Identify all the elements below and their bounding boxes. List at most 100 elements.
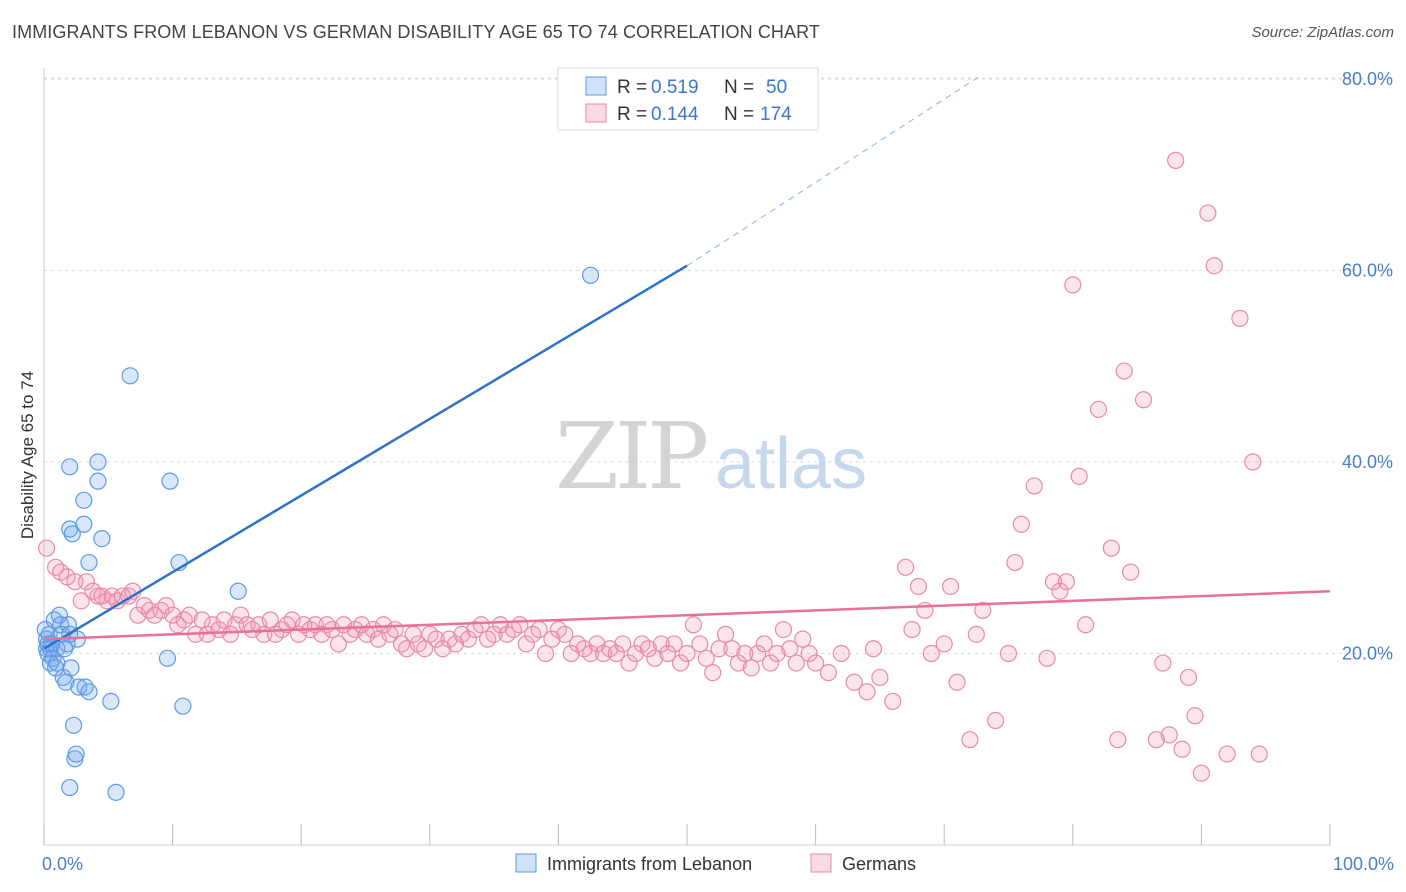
germans-point-159 (1102, 539, 1120, 557)
lebanon-point-42 (107, 783, 125, 801)
lebanon-point-44 (158, 649, 177, 667)
germans-point-170 (1186, 707, 1204, 725)
y-axis-title: Disability Age 65 to 74 (18, 371, 37, 539)
germans-point-143 (961, 731, 979, 749)
lebanon-point-39 (89, 472, 107, 490)
germans-point-127 (806, 654, 825, 672)
germans-point-121 (768, 644, 786, 663)
legend-box (557, 67, 819, 131)
germans-point-113 (716, 625, 735, 643)
lebanon-point-32 (70, 678, 88, 696)
germans-point-152 (1044, 573, 1063, 591)
germans-point-147 (999, 644, 1018, 663)
watermark: ZIP atlas (555, 403, 867, 510)
bottom-legend-swatch-lebanon (515, 853, 537, 873)
germans-point-85 (536, 644, 555, 663)
germans-point-115 (729, 654, 748, 672)
lebanon-point-36 (80, 683, 98, 701)
lebanon-point-28 (64, 716, 83, 734)
lebanon-trend-line (43, 264, 688, 650)
germans-point-97 (614, 635, 632, 653)
germans-point-68 (427, 630, 445, 648)
germans-point-133 (871, 668, 889, 687)
lebanon-point-34 (75, 515, 93, 533)
germans-point-158 (1089, 400, 1108, 418)
y-tick-label-1: 40.0% (1342, 452, 1393, 472)
legend-r-label-1: R = (617, 104, 647, 125)
germans-point-82 (517, 635, 535, 653)
germans-point-153 (1051, 582, 1069, 600)
germans-point-75 (472, 616, 490, 634)
germans-point-154 (1057, 573, 1075, 591)
germans-point-176 (1244, 453, 1262, 471)
germans-point-61 (386, 620, 404, 639)
germans-point-0 (37, 539, 56, 557)
germans-point-175 (1231, 309, 1249, 327)
germans-point-148 (1006, 553, 1024, 572)
germans-point-103 (652, 635, 670, 653)
germans-point-172 (1199, 204, 1217, 222)
germans-point-157 (1077, 616, 1095, 634)
germans-point-155 (1064, 276, 1082, 294)
germans-point-73 (459, 630, 477, 648)
germans-point-135 (897, 558, 915, 576)
germans-point-24 (175, 611, 193, 629)
germans-point-96 (607, 644, 625, 663)
germans-point-98 (620, 654, 638, 672)
lebanon-point-41 (102, 692, 120, 710)
germans-point-105 (665, 635, 683, 653)
germans-point-130 (845, 673, 863, 691)
germans-point-150 (1025, 477, 1043, 495)
germans-point-163 (1134, 391, 1153, 409)
bottom-legend: Immigrants from Lebanon Germans (515, 853, 916, 874)
axes (43, 68, 1331, 846)
germans-point-160 (1109, 731, 1127, 749)
germans-point-166 (1160, 726, 1178, 744)
germans-point-168 (1173, 740, 1191, 758)
germans-point-128 (819, 664, 838, 682)
germans-point-119 (755, 635, 773, 653)
lebanon-point-47 (174, 697, 192, 715)
gridlines (44, 77, 1392, 654)
germans-point-5 (72, 592, 90, 610)
lebanon-point-25 (61, 778, 79, 797)
legend-n-value-0: 50 (766, 77, 787, 98)
y-tick-label-0: 20.0% (1342, 644, 1393, 664)
germans-point-125 (794, 630, 812, 648)
x-tick-label-1: 100.0% (1333, 854, 1394, 874)
watermark-zip: ZIP (555, 403, 706, 510)
germans-point-102 (646, 649, 664, 667)
germans-point-53 (341, 625, 359, 643)
germans-point-106 (671, 654, 690, 672)
germans-point-162 (1122, 563, 1140, 581)
lebanon-point-37 (80, 553, 98, 572)
germans-point-120 (761, 654, 780, 672)
germans-point-140 (935, 635, 953, 653)
germans-point-77 (485, 625, 503, 643)
germans-point-48 (313, 625, 331, 643)
germans-point-21 (157, 597, 175, 615)
germans-point-7 (84, 582, 102, 600)
germans-point-71 (446, 635, 465, 653)
germans-point-6 (77, 573, 96, 591)
bottom-legend-label-lebanon: Immigrants from Lebanon (547, 854, 752, 874)
germans-point-92 (581, 644, 600, 663)
germans-point-138 (916, 601, 934, 620)
lebanon-point-48 (229, 582, 247, 600)
germans-point-89 (562, 644, 580, 663)
lebanon-point-49 (581, 266, 600, 284)
germans-point-144 (967, 625, 985, 643)
lebanon-point-43 (121, 367, 139, 385)
germans-point-146 (987, 711, 1005, 730)
bottom-legend-label-germans: Germans (842, 854, 916, 874)
germans-point-69 (434, 640, 452, 658)
germans-point-134 (884, 692, 902, 710)
germans-point-123 (781, 640, 799, 658)
germans-point-107 (678, 644, 696, 663)
germans-point-139 (922, 644, 940, 663)
legend-swatch-germans (585, 103, 607, 123)
legend-r-value-0: 0.519 (651, 77, 699, 98)
legend-swatch-lebanon (585, 76, 607, 96)
lebanon-points (36, 266, 600, 801)
